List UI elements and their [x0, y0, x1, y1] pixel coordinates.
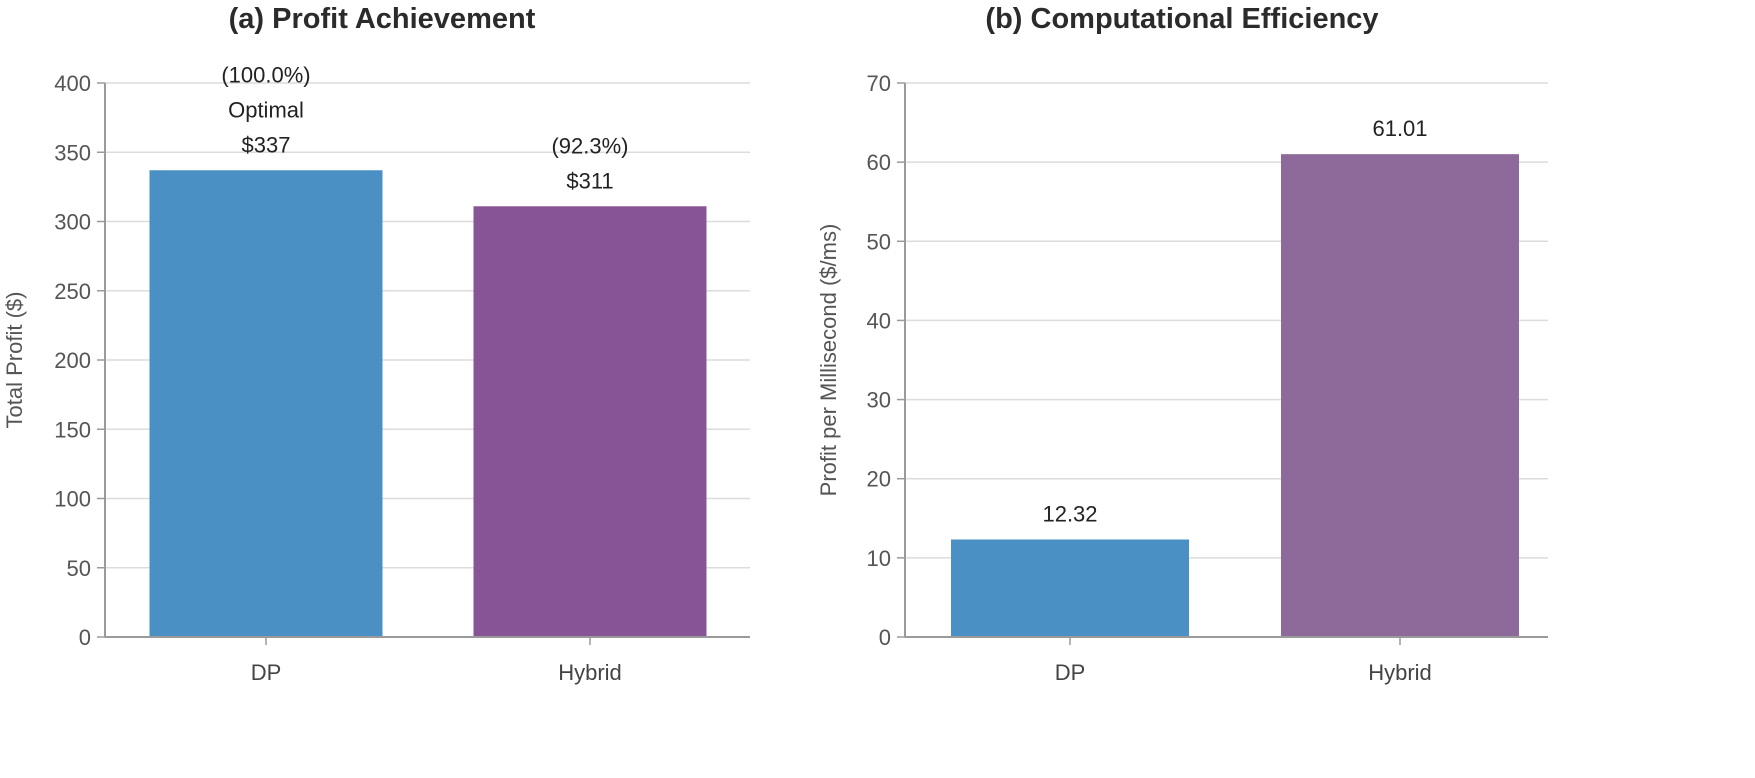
y-tick-label: 400 — [54, 71, 91, 96]
y-tick-label: 20 — [867, 467, 891, 492]
y-tick-label: 50 — [67, 556, 91, 581]
y-axis-label: Profit per Millisecond ($/ms) — [816, 224, 841, 497]
y-tick-label: 50 — [867, 229, 891, 254]
y-tick-label: 70 — [867, 71, 891, 96]
y-tick-label: 300 — [54, 210, 91, 235]
y-tick-label: 100 — [54, 487, 91, 512]
x-tick-label: Hybrid — [1368, 660, 1432, 685]
chart-panel-b: (b) Computational Efficiency 0 10 20 30 40 50 6… — [816, 3, 1548, 685]
data-label: (100.0%) — [221, 62, 310, 87]
chart-title: (a) Profit Achievement — [229, 3, 536, 35]
y-tick-label: 200 — [54, 348, 91, 373]
y-tick-label: 10 — [867, 546, 891, 571]
y-tick-label: 350 — [54, 140, 91, 165]
bar-dp — [149, 170, 383, 637]
chart-panel-a: (a) Profit Achievement 0 50 100 150 200 250 300… — [2, 3, 750, 685]
data-label: $311 — [566, 168, 613, 193]
data-label: 61.01 — [1372, 116, 1427, 141]
bar-hybrid — [473, 206, 707, 637]
data-label: $337 — [242, 132, 291, 157]
y-tick-label: 250 — [54, 279, 91, 304]
data-label: 12.32 — [1042, 501, 1097, 526]
y-tick-label: 0 — [879, 625, 891, 650]
x-tick-label: Hybrid — [558, 660, 622, 685]
x-tick-label: DP — [251, 660, 282, 685]
y-tick-label: 30 — [867, 388, 891, 413]
y-tick-label: 0 — [79, 625, 91, 650]
y-tick-label: 150 — [54, 417, 91, 442]
x-tick-label: DP — [1055, 660, 1086, 685]
y-axis-label: Total Profit ($) — [2, 292, 27, 429]
bar-dp — [951, 539, 1189, 637]
data-label: (92.3%) — [551, 133, 628, 158]
chart-title: (b) Computational Efficiency — [985, 3, 1378, 35]
bar-hybrid — [1281, 154, 1519, 638]
y-tick-label: 40 — [867, 308, 891, 333]
y-tick-label: 60 — [867, 150, 891, 175]
data-label: Optimal — [228, 97, 304, 122]
